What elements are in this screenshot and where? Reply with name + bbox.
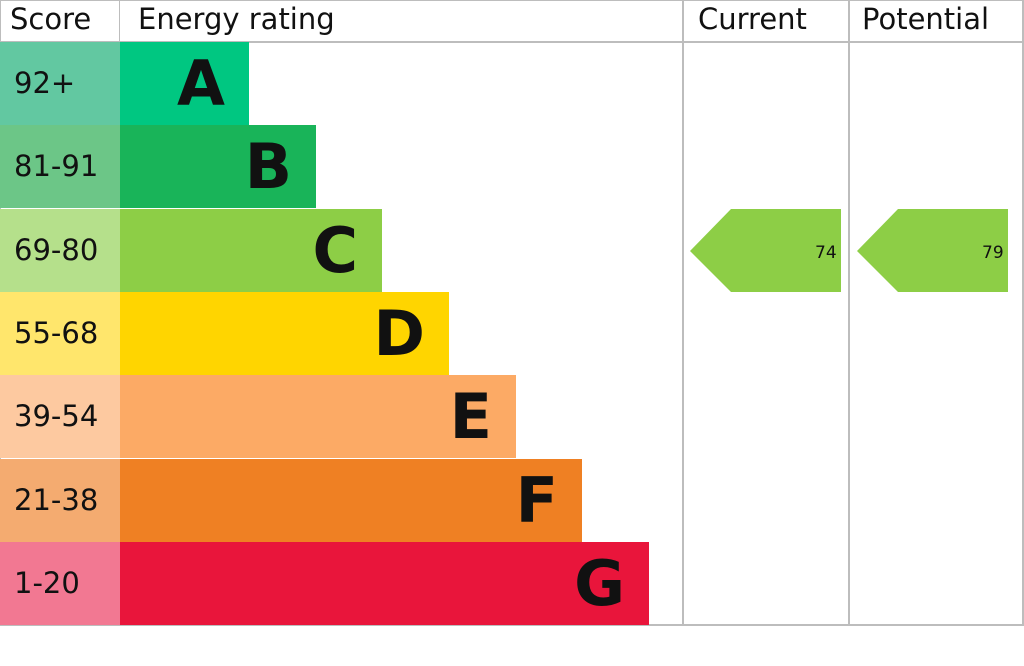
score-range-f: 21-38	[0, 459, 120, 542]
potential-rating-arrow	[857, 209, 1008, 292]
potential-rating-value: 79	[982, 243, 1004, 263]
rating-bar-e: E	[120, 375, 516, 458]
rating-bar-c: C	[120, 209, 382, 292]
current-divider	[682, 0, 684, 626]
rating-bar-g: G	[120, 542, 649, 625]
current-rating-value: 74	[815, 243, 837, 263]
bottom-border	[0, 624, 1024, 626]
rating-bar-f: F	[120, 459, 582, 542]
header-score: Score	[10, 2, 92, 36]
score-divider	[119, 0, 120, 42]
header-current: Current	[698, 2, 807, 36]
score-range-a: 92+	[0, 42, 120, 125]
score-range-d: 55-68	[0, 292, 120, 375]
right-border	[1022, 0, 1024, 626]
header-energy-rating: Energy rating	[138, 2, 335, 36]
header-potential: Potential	[862, 2, 990, 36]
header-divider	[0, 41, 1024, 43]
score-range-c: 69-80	[0, 209, 120, 292]
rating-bar-b: B	[120, 125, 316, 208]
score-range-e: 39-54	[0, 375, 120, 458]
score-range-b: 81-91	[0, 125, 120, 208]
rating-bar-a: A	[120, 42, 249, 125]
potential-divider	[848, 0, 850, 626]
current-rating-arrow	[690, 209, 841, 292]
top-border	[0, 0, 1024, 1]
rating-bar-d: D	[120, 292, 449, 375]
score-range-g: 1-20	[0, 542, 120, 625]
